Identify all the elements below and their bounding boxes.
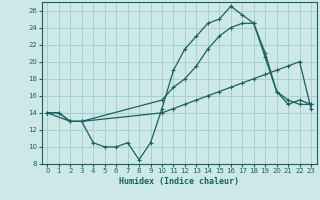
X-axis label: Humidex (Indice chaleur): Humidex (Indice chaleur) (119, 177, 239, 186)
